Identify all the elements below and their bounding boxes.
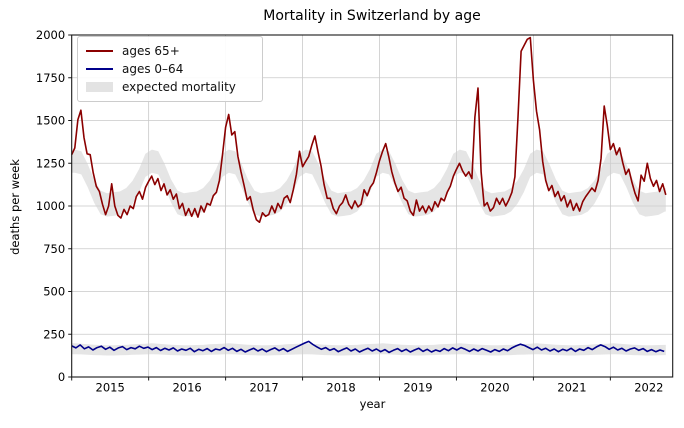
- legend-item-ages-0-64: ages 0–64: [86, 60, 254, 78]
- y-axis-label: deaths per week: [8, 159, 22, 255]
- legend-item-expected-mortality: expected mortality: [86, 78, 254, 96]
- x-tick-label: 2017: [249, 381, 278, 395]
- y-tick-label: 0: [58, 370, 65, 384]
- legend-band-swatch: [86, 82, 113, 92]
- y-tick-label: 1750: [36, 71, 65, 85]
- y-tick-label: 500: [43, 285, 65, 299]
- y-tick-label: 1500: [36, 114, 65, 128]
- x-tick-label: 2021: [557, 381, 586, 395]
- legend-line-swatch-blue: [86, 68, 113, 70]
- y-tick-label: 1250: [36, 156, 65, 170]
- red-line-icon: [86, 50, 113, 52]
- y-tick-label: 750: [43, 242, 65, 256]
- blue-line-icon: [86, 68, 113, 70]
- chart-title-wrap: Mortality in Switzerland by age: [30, 8, 684, 24]
- y-tick-label: 1000: [36, 199, 65, 213]
- series-line-ages-65: [70, 36, 667, 223]
- y-tick-label: 250: [43, 327, 65, 341]
- x-tick-label: 2016: [172, 381, 201, 395]
- legend: ages 65+ ages 0–64 expected mortality: [77, 36, 263, 102]
- x-tick-label: 2018: [326, 381, 355, 395]
- chart-title: Mortality in Switzerland by age: [263, 8, 481, 24]
- gray-band-icon: [86, 82, 113, 92]
- series-line-ages-0-64: [71, 340, 665, 354]
- legend-label-expected-mortality: expected mortality: [122, 80, 236, 94]
- x-tick-label: 2019: [403, 381, 432, 395]
- x-tick-label: 2020: [480, 381, 509, 395]
- legend-label-ages-65: ages 65+: [122, 44, 180, 58]
- legend-line-swatch-red: [86, 50, 113, 52]
- x-tick-label: 2022: [634, 381, 663, 395]
- x-axis-label: year: [359, 397, 386, 411]
- expected-mortality-band: [71, 149, 666, 217]
- legend-item-ages-65: ages 65+: [86, 42, 254, 60]
- x-tick-label: 2015: [96, 381, 125, 395]
- legend-label-ages-0-64: ages 0–64: [122, 62, 184, 76]
- y-tick-label: 2000: [36, 28, 65, 42]
